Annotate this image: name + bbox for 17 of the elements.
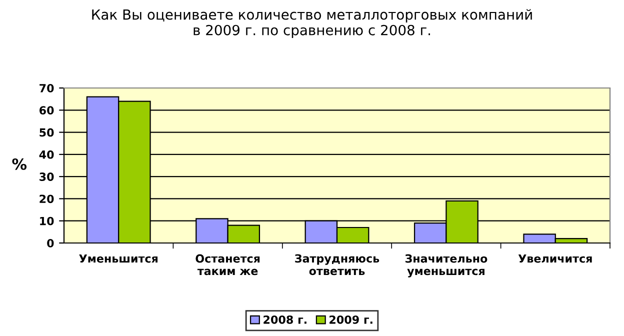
y-axis-title: % [12, 158, 27, 170]
y-tick-label: 40 [39, 150, 54, 159]
x-tick-label: Увеличится [518, 254, 592, 263]
y-tick-label: 30 [40, 172, 54, 181]
y-tick-label: 50 [40, 128, 54, 137]
x-tick-label: Уменьшится [79, 254, 158, 263]
x-tick-label: Значительно уменьшится [405, 254, 488, 278]
y-tick-label: 70 [40, 84, 54, 92]
x-tick-label: Останется таким же [196, 254, 260, 276]
chart-title: Как Вы оцениваете количество металлоторговых компаний в 2009 г. по сравнению с 2008 г. [92, 9, 532, 38]
y-tick-label: 0 [47, 238, 54, 248]
legend-label: 2008 г. [264, 315, 306, 324]
y-tick-label: 20 [40, 194, 54, 204]
y-tick-label: 60 [40, 106, 54, 115]
x-tick-label: Затрудняюсь ответить [295, 254, 380, 276]
legend-label: 2009 г. [330, 315, 372, 324]
y-tick-label: 10 [40, 216, 54, 226]
